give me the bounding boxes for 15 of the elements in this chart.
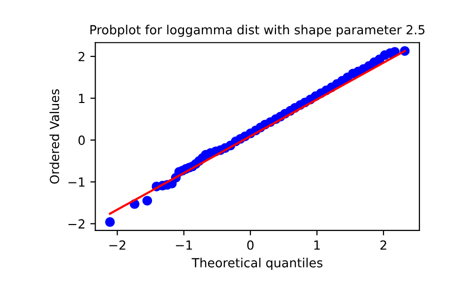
y-tick-label: 2: [78, 52, 84, 62]
x-tick-label: 1: [314, 240, 320, 250]
point: [105, 217, 115, 227]
x-tick-label: −2: [109, 240, 126, 250]
x-axis-title: Theoretical quantiles: [192, 258, 322, 270]
x-tick-label: 0: [247, 240, 254, 250]
y-axis-title: Ordered Values: [50, 89, 60, 184]
y-tick-label: −1: [68, 178, 84, 187]
chart-title: Probplot for loggamma dist with shape parameter 2.5: [90, 24, 424, 37]
x-tick-label: 2: [380, 240, 386, 250]
y-tick-label: −2: [68, 219, 84, 228]
x-tick-label: −1: [176, 240, 192, 250]
y-tick-label: 0: [78, 136, 85, 145]
y-tick-label: 1: [79, 94, 84, 103]
point: [142, 196, 152, 206]
